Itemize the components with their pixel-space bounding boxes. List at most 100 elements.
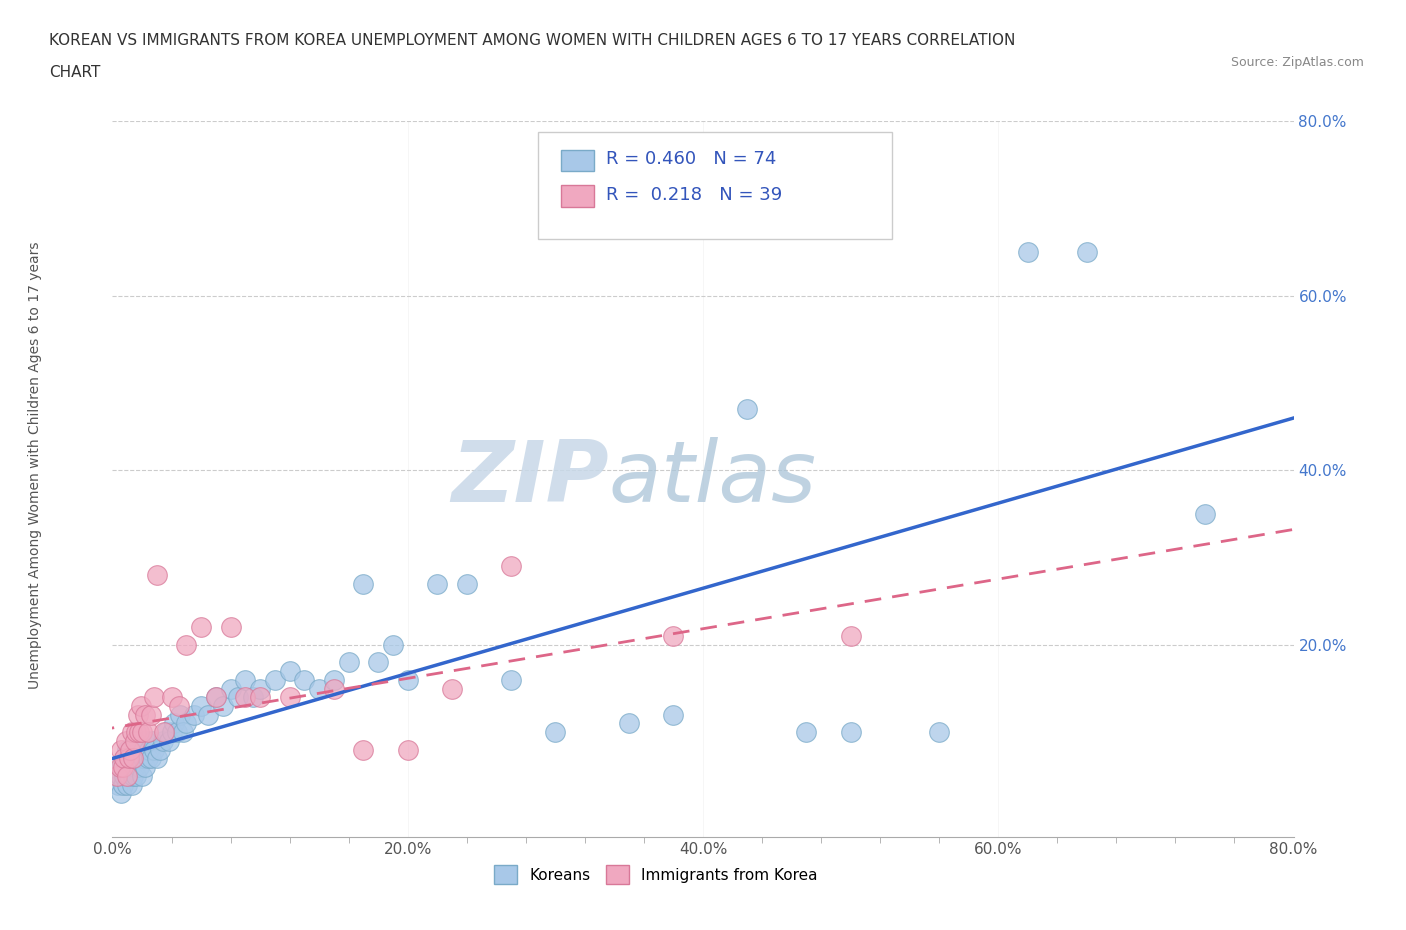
Point — [118, 751, 141, 765]
Point — [139, 751, 162, 765]
Point — [396, 742, 419, 757]
Point — [544, 724, 567, 739]
Point — [308, 681, 330, 696]
Point — [233, 690, 256, 705]
Point — [111, 777, 134, 792]
Point — [160, 690, 183, 705]
Point — [264, 672, 287, 687]
Point — [124, 742, 146, 757]
Point — [136, 724, 159, 739]
Point — [129, 698, 152, 713]
Point — [105, 768, 128, 783]
Text: Source: ZipAtlas.com: Source: ZipAtlas.com — [1230, 56, 1364, 69]
Point — [131, 724, 153, 739]
Point — [122, 751, 145, 765]
Point — [124, 760, 146, 775]
Point — [127, 708, 149, 723]
Point — [120, 742, 142, 757]
Point — [129, 742, 152, 757]
Point — [219, 681, 242, 696]
Point — [114, 734, 136, 749]
Point — [132, 751, 155, 765]
Point — [111, 760, 134, 775]
Point — [619, 716, 641, 731]
Point — [153, 724, 176, 739]
Point — [135, 734, 157, 749]
Point — [190, 620, 212, 635]
Point — [155, 724, 177, 739]
Point — [928, 724, 950, 739]
Point — [367, 655, 389, 670]
Point — [839, 629, 862, 644]
Point — [205, 690, 228, 705]
Point — [242, 690, 264, 705]
Point — [128, 724, 150, 739]
Point — [121, 751, 143, 765]
Point — [146, 751, 169, 765]
Point — [292, 672, 315, 687]
Point — [142, 690, 165, 705]
Point — [174, 716, 197, 731]
Point — [396, 672, 419, 687]
Point — [167, 698, 190, 713]
Point — [108, 760, 131, 775]
Point — [1076, 245, 1098, 259]
Point — [124, 734, 146, 749]
Point — [112, 768, 135, 783]
Point — [136, 751, 159, 765]
Text: R = 0.460   N = 74: R = 0.460 N = 74 — [606, 150, 776, 167]
Point — [169, 708, 191, 723]
Point — [114, 760, 136, 775]
Point — [796, 724, 818, 739]
Point — [152, 734, 174, 749]
Point — [456, 577, 478, 591]
Point — [141, 734, 163, 749]
Point — [157, 734, 180, 749]
Point — [352, 577, 374, 591]
Text: ZIP: ZIP — [451, 437, 609, 521]
Point — [323, 672, 346, 687]
FancyBboxPatch shape — [561, 150, 595, 171]
Point — [121, 777, 143, 792]
Point — [112, 751, 135, 765]
Point — [839, 724, 862, 739]
Point — [382, 637, 405, 652]
Point — [142, 742, 165, 757]
Point — [166, 724, 188, 739]
Point — [131, 768, 153, 783]
Point — [110, 742, 132, 757]
Point — [139, 708, 162, 723]
Point — [112, 751, 135, 765]
Point — [501, 672, 523, 687]
Text: CHART: CHART — [49, 65, 101, 80]
Point — [212, 698, 235, 713]
Point — [1017, 245, 1039, 259]
Point — [121, 724, 143, 739]
Point — [117, 742, 138, 757]
Point — [149, 742, 172, 757]
Point — [108, 768, 131, 783]
Text: atlas: atlas — [609, 437, 817, 521]
Point — [117, 777, 138, 792]
Point — [146, 567, 169, 582]
FancyBboxPatch shape — [561, 185, 595, 206]
Text: KOREAN VS IMMIGRANTS FROM KOREA UNEMPLOYMENT AMONG WOMEN WITH CHILDREN AGES 6 TO: KOREAN VS IMMIGRANTS FROM KOREA UNEMPLOY… — [49, 33, 1015, 47]
Point — [125, 768, 148, 783]
Point — [662, 629, 685, 644]
Point — [662, 708, 685, 723]
Point — [122, 768, 145, 783]
Point — [205, 690, 228, 705]
Point — [426, 577, 449, 591]
Text: R =  0.218   N = 39: R = 0.218 N = 39 — [606, 186, 782, 204]
Point — [249, 681, 271, 696]
Point — [128, 760, 150, 775]
Point — [501, 559, 523, 574]
Point — [134, 760, 156, 775]
Point — [110, 786, 132, 801]
Point — [174, 637, 197, 652]
Point — [323, 681, 346, 696]
Point — [172, 724, 194, 739]
Point — [737, 402, 759, 417]
Point — [110, 760, 132, 775]
Point — [127, 751, 149, 765]
